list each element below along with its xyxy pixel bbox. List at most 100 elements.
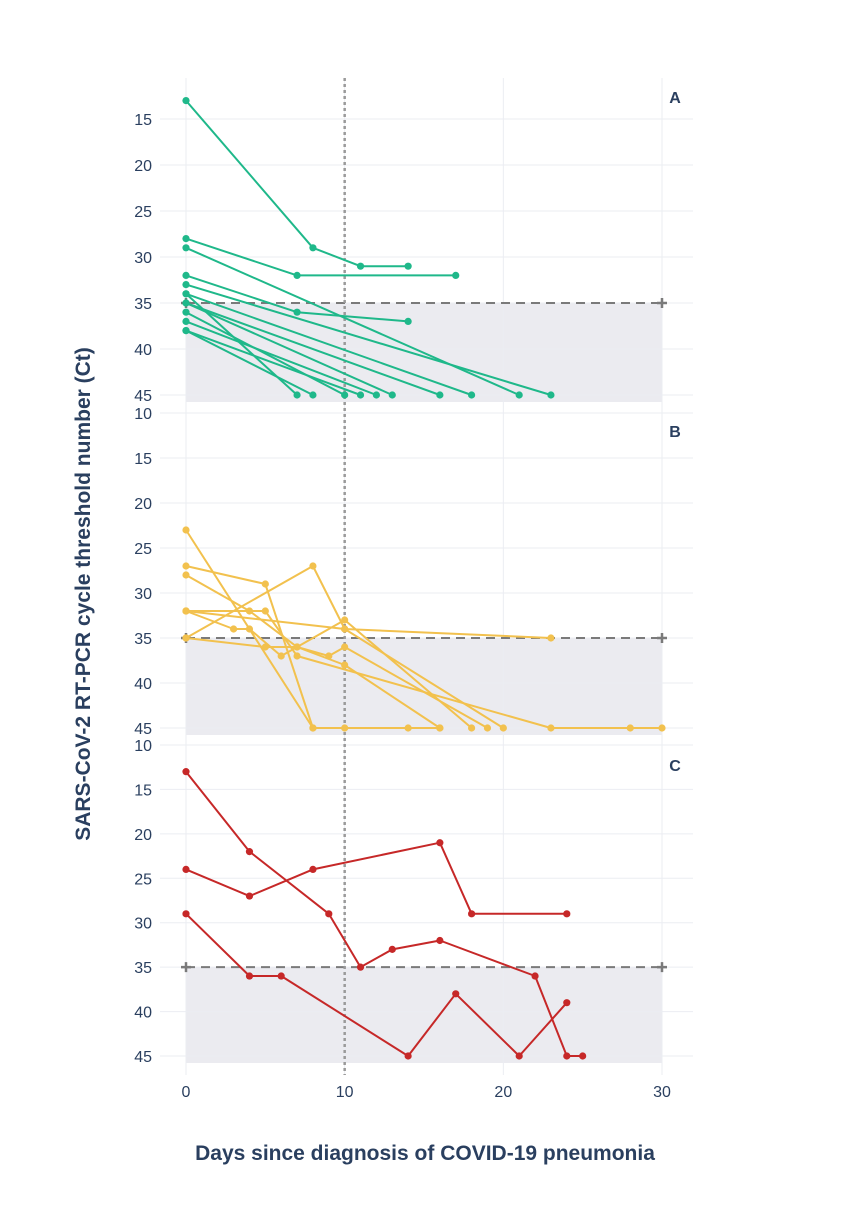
- x-tick-label: 30: [653, 1084, 671, 1101]
- series-line: [185, 283, 552, 396]
- y-tick-label: 20: [134, 158, 152, 175]
- data-point: [563, 999, 571, 1007]
- x-tick-label: 0: [182, 1084, 191, 1101]
- data-point: [372, 391, 380, 399]
- data-point: [182, 526, 190, 534]
- y-tick-label: 20: [134, 827, 152, 844]
- series-line: [185, 302, 441, 396]
- data-point: [547, 724, 555, 732]
- data-point: [309, 865, 317, 874]
- data-point: [182, 281, 190, 289]
- data-point: [182, 910, 190, 918]
- data-point: [468, 724, 476, 732]
- data-point: [182, 571, 190, 579]
- data-point: [658, 724, 666, 732]
- y-tick-label: 15: [134, 782, 152, 799]
- y-tick-label: 35: [134, 631, 152, 648]
- data-point: [452, 271, 460, 279]
- data-point: [547, 634, 555, 642]
- data-point: [388, 391, 396, 399]
- data-point: [531, 972, 539, 980]
- data-point: [182, 865, 190, 874]
- y-tick-label: 20: [134, 496, 152, 513]
- data-point: [293, 391, 301, 399]
- y-tick-label: 40: [134, 676, 152, 693]
- data-point: [468, 391, 476, 399]
- threshold-marker: [657, 633, 667, 643]
- data-point: [293, 652, 301, 660]
- data-point: [388, 945, 396, 953]
- data-point: [436, 839, 444, 847]
- data-point: [261, 580, 269, 588]
- data-point: [293, 271, 301, 279]
- data-layer: [182, 97, 666, 1060]
- series-line: [185, 302, 393, 396]
- data-point: [547, 391, 555, 399]
- series-line: [185, 329, 314, 396]
- series-line: [185, 841, 567, 915]
- y-tick-label: 15: [134, 451, 152, 468]
- data-point: [245, 625, 254, 633]
- data-point: [356, 262, 365, 270]
- data-point: [404, 317, 412, 325]
- y-tick-label: 10: [134, 406, 152, 423]
- data-point: [341, 724, 349, 732]
- y-tick-label: 30: [134, 916, 152, 933]
- data-point: [309, 724, 317, 732]
- y-tick-label: 45: [134, 388, 152, 405]
- data-point: [563, 910, 571, 918]
- data-point: [245, 848, 254, 856]
- y-tick-label: 30: [134, 250, 152, 267]
- data-point: [245, 972, 254, 980]
- data-point: [436, 724, 444, 732]
- data-point: [230, 625, 238, 633]
- data-point: [325, 910, 333, 918]
- panel-label: A: [669, 90, 681, 107]
- data-point: [341, 643, 349, 651]
- data-point: [261, 607, 269, 615]
- x-tick-label: 10: [336, 1084, 354, 1101]
- series-line: [185, 565, 504, 729]
- data-point: [182, 634, 190, 642]
- series-line: [185, 292, 472, 396]
- data-point: [452, 990, 460, 998]
- data-point: [341, 616, 349, 624]
- threshold-marker: [657, 298, 667, 308]
- data-point: [182, 271, 190, 279]
- data-point: [404, 1052, 412, 1060]
- data-point: [182, 244, 190, 252]
- data-point: [309, 244, 317, 252]
- data-point: [182, 290, 190, 298]
- y-tick-label: 25: [134, 204, 152, 221]
- data-point: [515, 1052, 523, 1060]
- series-line: [185, 610, 473, 729]
- series-line: [185, 293, 298, 396]
- data-point: [182, 327, 190, 335]
- y-tick-label: 45: [134, 1049, 152, 1066]
- series-line: [186, 610, 662, 729]
- data-point: [356, 963, 365, 971]
- data-point: [293, 308, 301, 316]
- panel-label: B: [669, 424, 681, 441]
- data-point: [182, 235, 190, 243]
- threshold-marker: [657, 962, 667, 973]
- y-tick-label: 30: [134, 586, 152, 603]
- y-tick-label: 35: [134, 296, 152, 313]
- data-point: [499, 724, 507, 732]
- y-tick-label: 45: [134, 721, 152, 738]
- data-point: [515, 391, 523, 399]
- data-point: [309, 391, 317, 399]
- y-tick-label: 25: [134, 871, 152, 888]
- data-point: [182, 607, 190, 615]
- data-point: [245, 892, 254, 900]
- data-point: [563, 1052, 571, 1060]
- data-point: [468, 910, 476, 918]
- data-point: [182, 317, 190, 325]
- data-point: [293, 643, 301, 651]
- data-point: [182, 308, 190, 316]
- data-point: [341, 391, 349, 399]
- reference-layer: [181, 78, 667, 1075]
- y-tick-label: 25: [134, 541, 152, 558]
